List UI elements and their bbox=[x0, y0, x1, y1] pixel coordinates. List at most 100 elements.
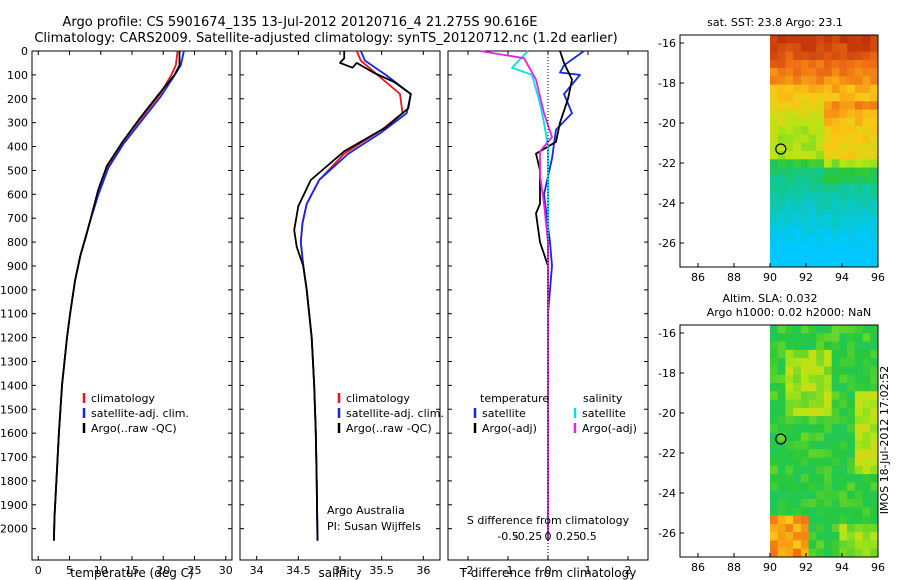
temperature-ytick-label: 400 bbox=[7, 141, 28, 154]
sla_map-cell bbox=[870, 457, 879, 467]
sla_map-cell bbox=[831, 374, 840, 384]
sla_map-cell bbox=[777, 540, 786, 550]
sst_map-cell bbox=[793, 68, 802, 77]
sst_map-ytick-label: -26 bbox=[658, 237, 676, 250]
sla_map-cell bbox=[839, 532, 848, 541]
sst_map-cell bbox=[831, 109, 840, 119]
sla_map-cell bbox=[808, 441, 817, 450]
sla_map-cell bbox=[862, 490, 871, 500]
sla_map-cell bbox=[800, 424, 810, 434]
sst_map-cell bbox=[824, 159, 833, 169]
sst_map-cell bbox=[800, 93, 810, 102]
sst_map-cell bbox=[824, 250, 833, 260]
sst_map-cell bbox=[854, 242, 864, 251]
sst_map-cell bbox=[816, 51, 825, 61]
sst_map-cell bbox=[785, 200, 794, 210]
sla_map-cell bbox=[824, 449, 833, 459]
sst_map-cell bbox=[824, 84, 833, 94]
difference-xtick-label: 0 bbox=[545, 564, 552, 577]
sla_map-cell bbox=[847, 383, 856, 392]
sla_map-cell bbox=[870, 349, 879, 359]
sla_map-cell bbox=[862, 374, 871, 384]
sst_map-cell bbox=[777, 258, 786, 268]
sla_map-cell bbox=[785, 416, 794, 425]
sla_map-cell bbox=[824, 523, 833, 533]
sla_map-cell bbox=[839, 333, 848, 343]
sla_map-cell bbox=[808, 499, 817, 508]
sst_map-ytick-label: -22 bbox=[658, 157, 676, 170]
sla_map-cell bbox=[793, 399, 802, 409]
sst_map-cell bbox=[800, 233, 810, 243]
sst_map-cell bbox=[800, 35, 810, 44]
sst_map-cell bbox=[854, 68, 864, 77]
sla_map-cell bbox=[824, 349, 833, 359]
sla_map-cell bbox=[847, 482, 856, 492]
salinity-xtick-label: 35 bbox=[333, 564, 347, 577]
sla_map-ytick-label: -16 bbox=[658, 327, 676, 340]
sst_map-cell bbox=[870, 250, 879, 260]
sst_map-cell bbox=[847, 51, 856, 61]
sla_map-cell bbox=[785, 490, 794, 500]
sla_map-frame bbox=[679, 324, 879, 558]
sst_map-cell bbox=[824, 101, 833, 111]
sla_map-cell bbox=[854, 523, 864, 533]
sla_map-cell bbox=[854, 482, 864, 492]
sst_map-cell bbox=[854, 43, 864, 53]
sla_map-cell bbox=[808, 358, 817, 367]
sst_map-cell bbox=[870, 258, 879, 268]
sla_map-cell bbox=[785, 333, 794, 343]
sst_map-ytick-label: -24 bbox=[658, 197, 676, 210]
sla_map-cell bbox=[824, 407, 833, 417]
sst_map-cell bbox=[785, 101, 794, 111]
sla_map-cell bbox=[800, 374, 810, 384]
sst_map-cell bbox=[800, 117, 810, 127]
sla_map-cell bbox=[831, 548, 840, 558]
sla_map-cell bbox=[870, 474, 879, 483]
sst_map-cell bbox=[831, 175, 840, 185]
sst_map-cell bbox=[785, 109, 794, 119]
sst_map-cell bbox=[854, 184, 864, 193]
sst_map-cell bbox=[793, 101, 802, 111]
sst_map-cell bbox=[793, 117, 802, 127]
temperature-legend-label: Argo(..raw -QC) bbox=[91, 422, 177, 435]
sst_map-cell bbox=[870, 117, 879, 127]
sla-map-subtitle: Argo h1000: 0.02 h2000: NaN bbox=[707, 306, 872, 319]
sla_map-cell bbox=[862, 407, 871, 417]
sst_map-cell bbox=[816, 109, 825, 119]
sla_map-cell bbox=[847, 507, 856, 517]
sla_map-cell bbox=[847, 523, 856, 533]
sla_map-cell bbox=[800, 325, 810, 334]
sla_map-cell bbox=[816, 457, 825, 467]
sla_map-cell bbox=[854, 349, 864, 359]
sla_map-cell bbox=[800, 358, 810, 367]
sst_map-cell bbox=[870, 76, 879, 86]
sla_map-cell bbox=[870, 482, 879, 492]
sst_map-cell bbox=[770, 126, 779, 135]
sst_map-cell bbox=[816, 93, 825, 102]
sst_map-cell bbox=[785, 76, 794, 86]
sst_map-cell bbox=[816, 167, 825, 177]
sst_map-cell bbox=[785, 167, 794, 177]
temperature-axes-frame bbox=[31, 50, 233, 561]
sla_map-cell bbox=[847, 374, 856, 384]
sla_map-cell bbox=[824, 548, 833, 558]
sla_map-cell bbox=[770, 474, 779, 483]
sst_map-cell bbox=[870, 242, 879, 251]
sla_map-cell bbox=[862, 432, 871, 442]
sla_map-cell bbox=[785, 515, 794, 525]
sla_map-cell bbox=[770, 366, 779, 376]
sst_map-cell bbox=[847, 250, 856, 260]
sst_map-cell bbox=[839, 84, 848, 94]
sla_map-cell bbox=[808, 507, 817, 517]
sla_map-cell bbox=[793, 374, 802, 384]
sla_map-cell bbox=[847, 465, 856, 475]
sla_map-cell bbox=[862, 474, 871, 483]
sst_map-cell bbox=[770, 217, 779, 227]
sla_map-cell bbox=[847, 358, 856, 367]
sla_map-cell bbox=[800, 432, 810, 442]
sla_map-cell bbox=[785, 507, 794, 517]
sla_map-cell bbox=[862, 499, 871, 508]
sla_map-cell bbox=[870, 416, 879, 425]
sla_map-cell bbox=[816, 499, 825, 508]
sst_map-cell bbox=[816, 209, 825, 218]
